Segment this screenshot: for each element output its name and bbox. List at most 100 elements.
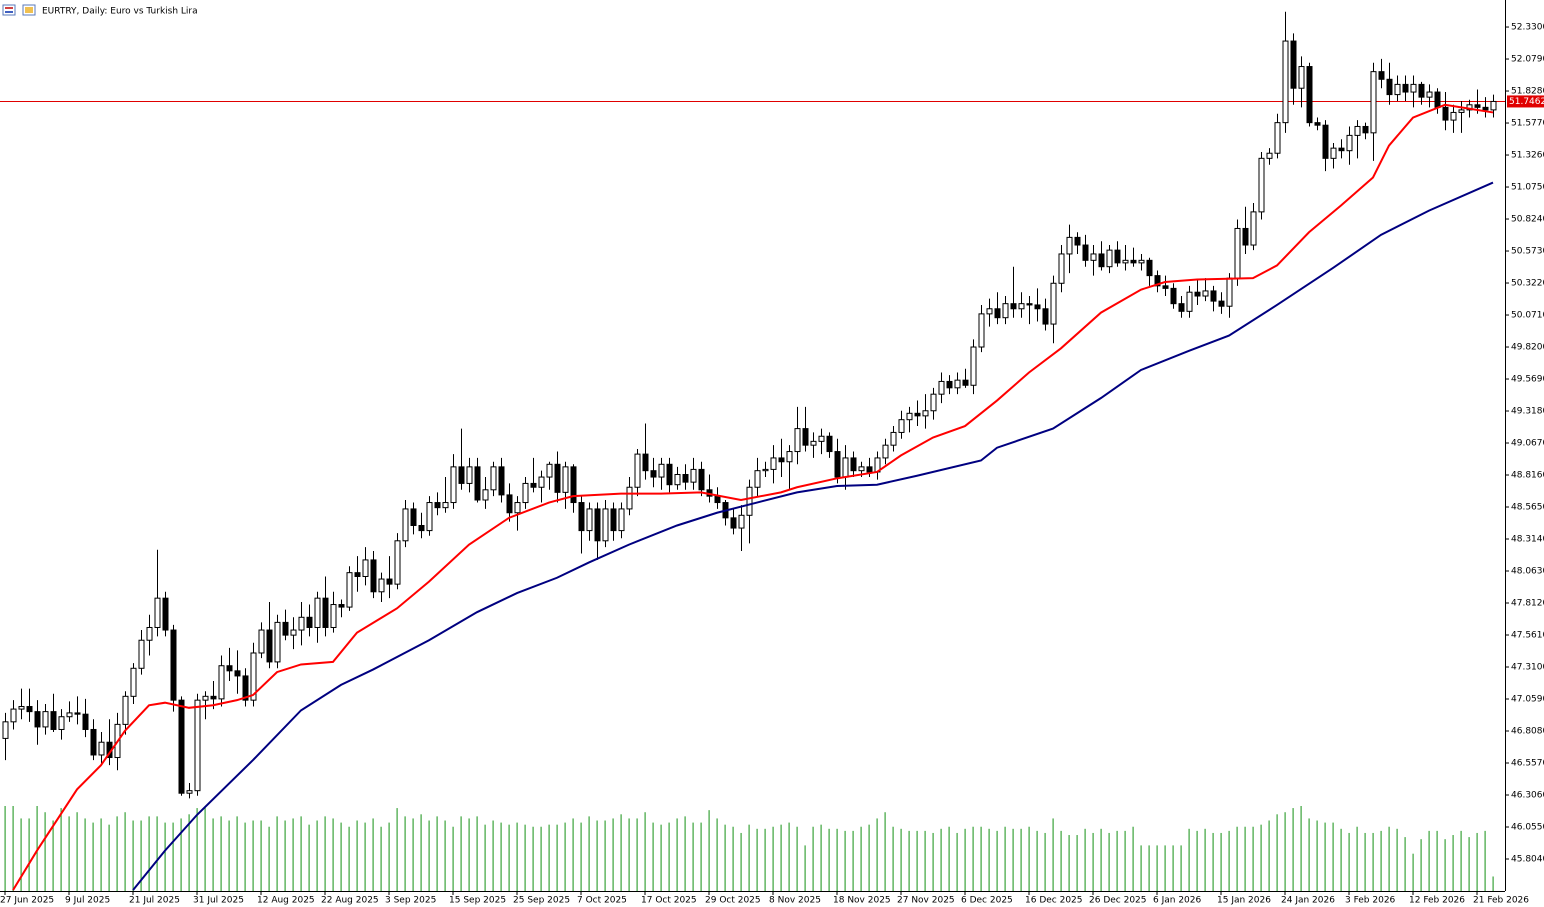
candle-body — [978, 313, 985, 348]
candle-body — [690, 468, 697, 483]
volume-bar — [28, 818, 30, 891]
y-tick-label: 48.0630 — [1511, 567, 1544, 577]
candle-body — [922, 410, 929, 417]
volume-bar — [492, 820, 494, 891]
candle-body — [818, 435, 825, 442]
volume-bar — [900, 828, 902, 891]
volume-bar — [1044, 832, 1046, 891]
volume-bar — [212, 818, 214, 891]
volume-bar — [1372, 832, 1374, 891]
x-tick-label: 21 Feb 2026 — [1473, 896, 1529, 906]
volume-bar — [1116, 830, 1118, 891]
candle-body — [1338, 147, 1345, 152]
x-tick-label: 6 Jan 2026 — [1153, 896, 1201, 906]
volume-bar — [300, 816, 302, 891]
volume-bar — [676, 818, 678, 891]
candle-body — [290, 629, 297, 636]
volume-bar — [340, 822, 342, 891]
y-tick-label: 49.5690 — [1511, 375, 1544, 385]
volume-bar — [332, 818, 334, 891]
volume-bar — [1084, 828, 1086, 891]
volume-bar — [4, 806, 6, 891]
volume-bar — [292, 818, 294, 891]
candle-body — [1226, 277, 1233, 307]
candle-body — [1418, 83, 1425, 98]
volume-bar — [812, 826, 814, 891]
volume-bar — [820, 824, 822, 891]
candle-body — [1274, 122, 1281, 154]
candle-body — [634, 453, 641, 488]
volume-bar — [956, 832, 958, 891]
volume-bar — [1236, 826, 1238, 891]
icon — [5, 11, 13, 13]
candle-body — [1266, 152, 1273, 159]
volume-bar — [12, 806, 14, 891]
candle-body — [1026, 303, 1033, 306]
y-tick-label: 52.3300 — [1511, 23, 1544, 33]
volume-bar — [716, 818, 718, 891]
x-tick-label: 12 Aug 2025 — [257, 896, 315, 906]
candle-body — [1194, 291, 1201, 297]
x-tick-label: 7 Oct 2025 — [577, 896, 627, 906]
volume-bar — [892, 826, 894, 891]
volume-bar — [452, 826, 454, 891]
candle-body — [1202, 290, 1209, 297]
candle-body — [490, 466, 497, 491]
volume-bar — [964, 828, 966, 891]
volume-bar — [220, 816, 222, 891]
volume-bar — [700, 822, 702, 891]
candle-body — [82, 713, 89, 730]
candle-body — [626, 486, 633, 510]
candle-body — [1434, 91, 1441, 108]
candle-body — [650, 470, 657, 478]
candle-body — [186, 790, 193, 794]
volume-bar — [356, 820, 358, 891]
candle-body — [866, 466, 873, 473]
volume-bar — [84, 818, 86, 891]
volume-bar — [444, 820, 446, 891]
volume-bar — [732, 826, 734, 891]
volume-bar — [100, 818, 102, 891]
candle-body — [570, 466, 577, 504]
volume-bar — [164, 822, 166, 891]
volume-bar — [1164, 845, 1166, 891]
candle-body — [482, 489, 489, 501]
volume-bar — [148, 816, 150, 891]
volume-bar — [476, 816, 478, 891]
volume-bar — [68, 816, 70, 891]
candle-body — [474, 466, 481, 501]
y-tick-label: 46.0550 — [1511, 823, 1544, 833]
volume-bar — [772, 826, 774, 891]
volume-bar — [140, 820, 142, 891]
candle-body — [434, 502, 441, 509]
volume-bar — [548, 824, 550, 891]
volume-bar — [836, 828, 838, 891]
candle-body — [1210, 290, 1217, 302]
volume-bar — [1244, 826, 1246, 891]
candle-body — [594, 508, 601, 542]
volume-bar — [316, 820, 318, 891]
volume-bar — [764, 828, 766, 891]
volume-bar — [324, 816, 326, 891]
volume-bar — [348, 826, 350, 891]
candle-body — [1298, 66, 1305, 89]
y-tick-label: 47.0590 — [1511, 695, 1544, 705]
volume-bar — [196, 808, 198, 891]
x-tick-label: 3 Feb 2026 — [1345, 896, 1396, 906]
candle-body — [906, 412, 913, 421]
volume-bar — [484, 824, 486, 891]
candle-body — [306, 616, 313, 628]
candle-body — [1106, 249, 1113, 268]
candle-body — [122, 695, 129, 725]
y-tick-label: 49.3180 — [1511, 407, 1544, 417]
volume-bar — [1356, 826, 1358, 891]
candle-body — [378, 578, 385, 593]
volume-bar — [692, 822, 694, 891]
candle-body — [954, 379, 961, 389]
volume-bar — [1340, 828, 1342, 891]
candle-body — [298, 616, 305, 631]
y-tick-label: 52.0790 — [1511, 55, 1544, 65]
volume-bar — [372, 818, 374, 891]
volume-bar — [1300, 806, 1302, 891]
